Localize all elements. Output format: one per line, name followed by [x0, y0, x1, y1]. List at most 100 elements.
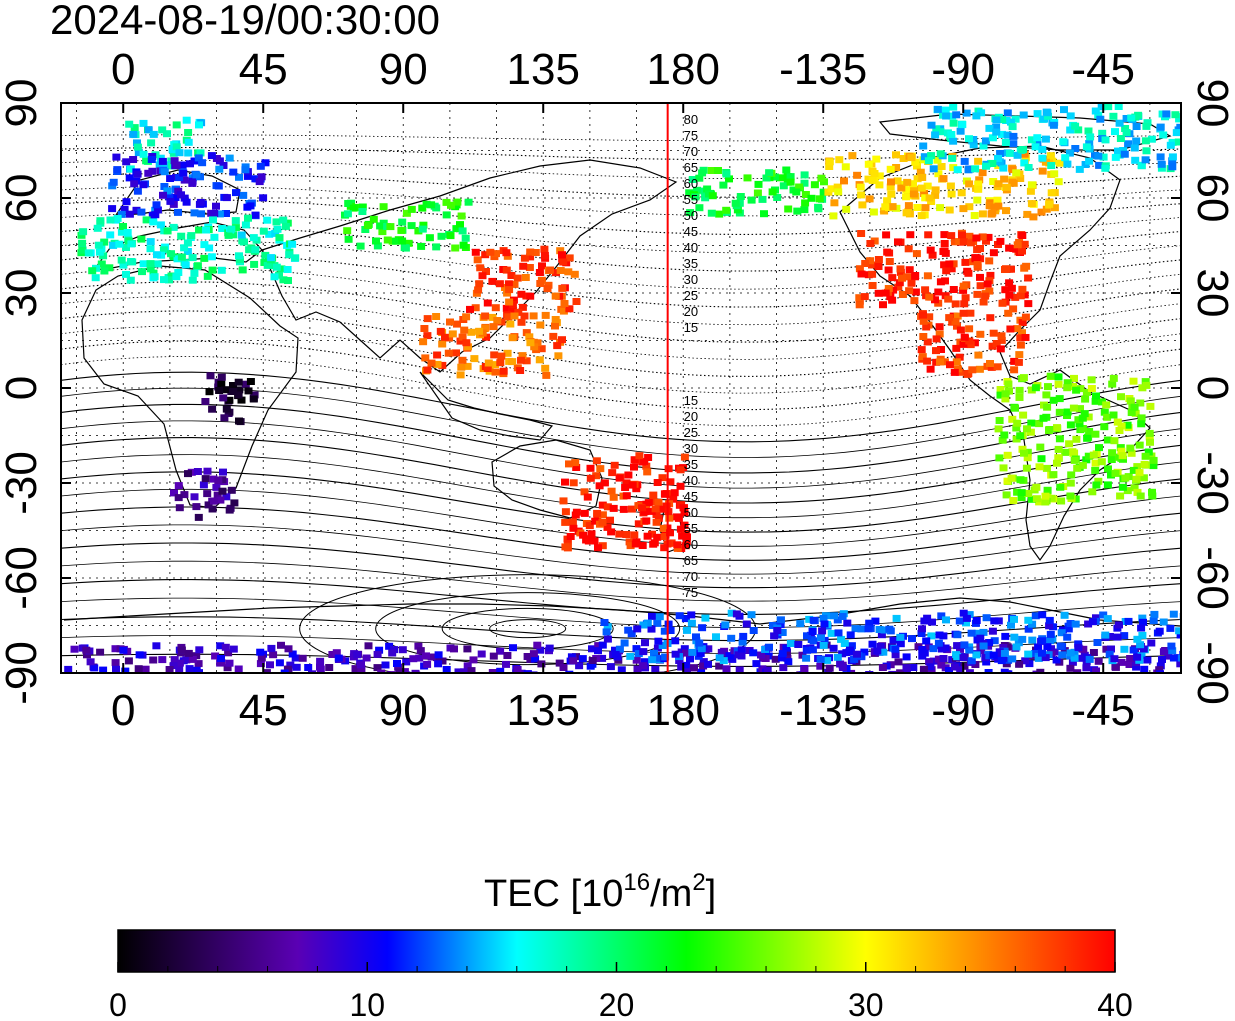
- tec-cell: [343, 227, 352, 235]
- tec-cell: [666, 529, 674, 537]
- tec-cell: [580, 488, 589, 496]
- x-tick-label-bottom: 90: [379, 686, 428, 735]
- tec-cell: [1101, 164, 1110, 172]
- tec-cell: [929, 657, 938, 665]
- tec-cell: [169, 149, 178, 157]
- tec-cell: [153, 206, 162, 214]
- tec-cell: [200, 241, 209, 249]
- tec-cell: [99, 666, 108, 673]
- tec-cell: [1021, 334, 1030, 341]
- tec-cell: [1107, 471, 1115, 479]
- tec-cell: [490, 351, 499, 359]
- tec-cell: [776, 174, 784, 182]
- tec-cell: [127, 240, 136, 248]
- tec-cell: [447, 201, 455, 209]
- tec-cell: [934, 639, 943, 647]
- tec-cell: [144, 126, 153, 134]
- tec-cell: [520, 254, 529, 262]
- tec-cell: [622, 492, 631, 500]
- tec-cell: [561, 508, 570, 516]
- tec-cell: [818, 627, 827, 635]
- tec-cell: [587, 534, 596, 542]
- tec-cell: [167, 250, 175, 258]
- tec-cell: [358, 208, 367, 215]
- tec-cell: [974, 180, 983, 188]
- tec-cell: [1050, 204, 1059, 212]
- tec-cell: [596, 465, 605, 473]
- tec-cell: [1024, 300, 1033, 308]
- tec-cell: [910, 297, 919, 305]
- tec-cell: [561, 543, 570, 551]
- tec-cell: [1055, 395, 1064, 403]
- tec-cell: [650, 649, 658, 657]
- tec-cell: [904, 202, 913, 210]
- tec-cell: [1123, 421, 1132, 429]
- tec-cell: [1056, 159, 1065, 167]
- tec-cell: [1157, 160, 1166, 168]
- tec-cell: [903, 273, 912, 281]
- tec-cell: [631, 540, 640, 548]
- tec-cell: [654, 498, 663, 506]
- tec-cell: [795, 183, 804, 191]
- tec-cell: [1144, 448, 1153, 456]
- tec-cell: [873, 647, 882, 655]
- tec-cell: [1024, 164, 1033, 171]
- tec-cell: [1103, 436, 1112, 444]
- tec-cell: [687, 619, 696, 627]
- contour-label-north: 30: [684, 272, 698, 287]
- tec-cell: [213, 491, 222, 499]
- tec-cell: [932, 347, 940, 355]
- tec-cell: [982, 658, 991, 666]
- tec-cell: [662, 502, 671, 510]
- tec-cell: [786, 640, 795, 647]
- tec-cell: [1126, 655, 1135, 662]
- tec-cell: [504, 280, 513, 288]
- tec-cell: [1023, 425, 1031, 433]
- tec-cell: [568, 518, 577, 526]
- tec-cell: [272, 263, 281, 271]
- tec-cell: [609, 493, 618, 501]
- tec-cell: [148, 167, 157, 175]
- tec-cell: [814, 203, 823, 211]
- contour-label-north: 55: [684, 192, 698, 207]
- tec-cell: [245, 246, 254, 254]
- tec-cell: [1159, 131, 1168, 139]
- tec-cell: [518, 303, 527, 311]
- x-tick-label-top: 45: [239, 45, 288, 94]
- tec-cell: [586, 474, 595, 482]
- tec-cell: [1055, 435, 1064, 443]
- tec-cell: [1073, 669, 1082, 673]
- tec-cell: [263, 216, 272, 224]
- tec-cell: [1061, 448, 1070, 456]
- tec-cell: [881, 289, 890, 297]
- tec-cell: [1100, 408, 1109, 416]
- tec-cell: [712, 633, 720, 641]
- tec-cell: [937, 163, 946, 170]
- tec-cell: [251, 175, 260, 183]
- tec-cell: [840, 640, 849, 647]
- tec-cell: [661, 653, 670, 661]
- tec-cell: [149, 218, 158, 226]
- colorbar-ticks: 0 10 20 30 40: [109, 962, 1133, 1021]
- tec-cell: [936, 128, 945, 136]
- tec-cell: [959, 309, 968, 317]
- tec-cell: [587, 530, 596, 538]
- tec-cell: [1098, 129, 1107, 137]
- tec-cell: [868, 176, 877, 184]
- tec-cell: [492, 250, 500, 258]
- tec-cell: [1042, 391, 1051, 399]
- tec-cell: [225, 659, 234, 667]
- tec-cell: [841, 163, 850, 171]
- tec-cell: [878, 664, 887, 671]
- y-tick-label-left: 60: [0, 174, 46, 223]
- tec-cell: [1041, 654, 1050, 662]
- tec-cell: [427, 653, 436, 661]
- tec-cell: [137, 208, 146, 216]
- tec-cell: [920, 153, 929, 161]
- tec-cell: [1066, 126, 1075, 134]
- tec-cell: [115, 240, 124, 248]
- tec-cell: [373, 664, 382, 672]
- tec-cell: [1075, 420, 1084, 428]
- tec-cell: [1103, 615, 1112, 623]
- tec-cell: [1060, 611, 1069, 619]
